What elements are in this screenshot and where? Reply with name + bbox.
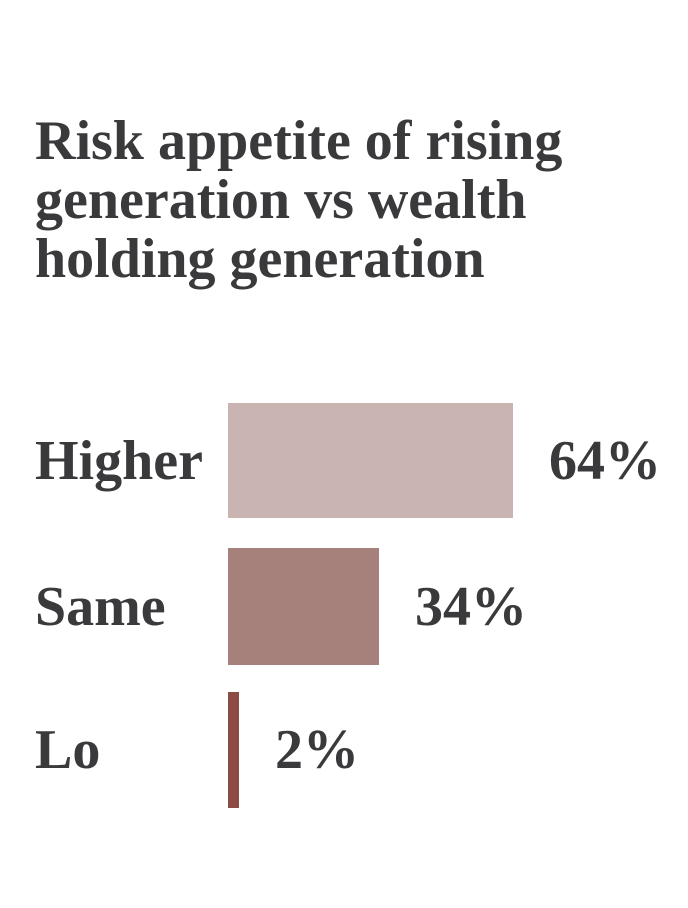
bar-lower <box>228 692 239 808</box>
bar-higher <box>228 403 513 518</box>
bar-row-same: Same 34% <box>0 548 688 665</box>
value-label-same: 34% <box>415 575 527 638</box>
category-label-higher: Higher <box>35 429 203 492</box>
bar-row-higher: Higher 64% <box>0 403 688 518</box>
bar-row-lower: Lo 2% <box>0 692 688 808</box>
category-label-same: Same <box>35 575 166 638</box>
value-label-lower: 2% <box>275 719 359 781</box>
category-label-lower: Lo <box>35 719 101 781</box>
chart-title-line-3: holding generation <box>35 228 485 290</box>
bar-same <box>228 548 379 665</box>
chart-title-line-2: generation vs wealth <box>35 169 527 231</box>
chart-title: Risk appetite of rising generation vs we… <box>35 112 562 289</box>
value-label-higher: 64% <box>549 429 661 492</box>
chart-title-line-1: Risk appetite of rising <box>35 110 563 172</box>
